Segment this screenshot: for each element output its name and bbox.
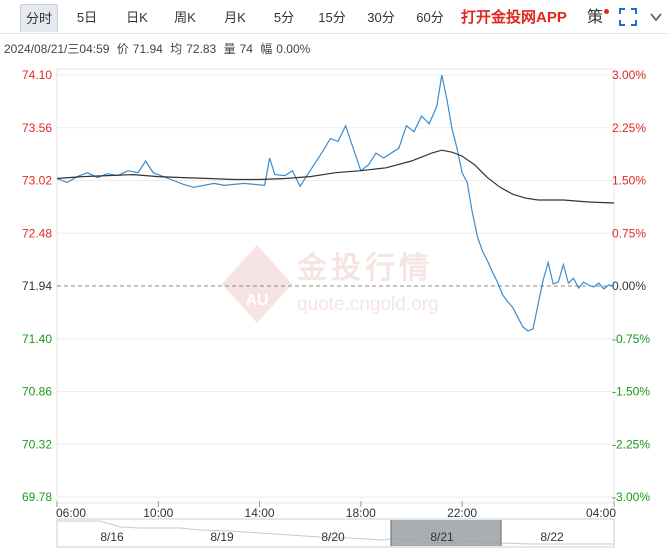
y-tick-label: 70.32 — [22, 437, 52, 451]
navigator-date-label: 8/20 — [321, 530, 345, 544]
y-pct-tick-label: 0.00% — [612, 279, 646, 293]
y-axis-left: 74.10 73.56 73.02 72.48 71.94 71.40 70.86 70.32… — [22, 68, 52, 504]
change-value: 0.00% — [276, 42, 311, 56]
open-app-link[interactable]: 打开金投网APP — [461, 9, 567, 26]
y-tick-label: 69.78 — [22, 490, 52, 504]
notification-dot — [604, 9, 610, 14]
x-tick-label: 06:00 — [56, 506, 86, 520]
intraday-price-chart[interactable]: AU 金投行情 quote.cngold.org 74.10 73.56 73.02… — [0, 60, 668, 548]
y-tick-label: 73.56 — [22, 121, 52, 135]
tab-intraday[interactable]: 分时 — [20, 4, 58, 32]
navigator-date-label: 8/19 — [210, 530, 234, 544]
change-label: 幅 — [260, 42, 273, 56]
y-pct-tick-label: 2.25% — [612, 121, 646, 135]
watermark-title: 金投行情 — [296, 251, 433, 286]
tab-5-min[interactable]: 5分 — [273, 10, 295, 25]
tab-30-min[interactable]: 30分 — [367, 10, 395, 25]
volume-value: 74 — [239, 42, 253, 56]
period-tab-bar: 分时 5日 日K 周K 月K 5分 15分 30分 60分 打开金投网APP 策 — [0, 0, 668, 34]
y-axis-right: 3.00% 2.25% 1.50% 0.75% 0.00% -0.75% -1.50% -2.… — [612, 68, 650, 504]
y-tick-label: 72.48 — [22, 226, 52, 240]
y-tick-label: 73.02 — [22, 174, 52, 188]
navigator-date-label: 8/22 — [540, 530, 564, 544]
chevron-down-icon[interactable] — [648, 9, 664, 25]
y-pct-tick-label: 0.75% — [612, 226, 646, 240]
average-value: 72.83 — [186, 42, 217, 56]
tab-weekly-k[interactable]: 周K — [174, 10, 196, 25]
x-axis: 06:00 10:00 14:00 18:00 22:00 04:00 — [56, 501, 616, 520]
y-pct-tick-label: -0.75% — [612, 332, 650, 346]
volume-label: 量 — [223, 42, 236, 56]
navigator-selection[interactable] — [391, 520, 501, 546]
y-tick-label: 74.10 — [22, 68, 52, 82]
price-value: 71.94 — [132, 42, 163, 56]
y-pct-tick-label: -1.50% — [612, 385, 650, 399]
y-pct-tick-label: 1.50% — [612, 174, 646, 188]
navigator-frame — [56, 518, 615, 548]
x-tick-label: 14:00 — [245, 506, 275, 520]
navigator-date-label: 8/16 — [100, 530, 124, 544]
tab-monthly-k[interactable]: 月K — [224, 10, 246, 25]
average-label: 均 — [170, 42, 183, 56]
fullscreen-icon[interactable] — [618, 7, 638, 27]
chart-grid — [56, 68, 615, 504]
y-tick-label: 71.94 — [22, 279, 52, 293]
y-tick-label: 70.86 — [22, 385, 52, 399]
y-pct-tick-label: -3.00% — [612, 490, 650, 504]
tab-5-day[interactable]: 5日 — [76, 10, 98, 25]
x-tick-label: 18:00 — [346, 506, 376, 520]
strategy-button[interactable]: 策 — [587, 4, 610, 32]
average-price-line — [56, 149, 615, 204]
watermark-badge: AU — [245, 292, 268, 309]
tab-60-min[interactable]: 60分 — [416, 10, 444, 25]
tab-15-min[interactable]: 15分 — [318, 10, 346, 25]
y-pct-tick-label: 3.00% — [612, 68, 646, 82]
quote-info-line: 2024/08/21/三04:59 价 71.94 均 72.83 量 74 幅 0.0… — [4, 40, 314, 56]
price-label: 价 — [116, 42, 129, 56]
watermark: AU 金投行情 quote.cngold.org — [222, 245, 439, 323]
x-tick-label: 04:00 — [586, 506, 616, 520]
plot-frame — [56, 68, 615, 504]
y-pct-tick-label: -2.25% — [612, 437, 650, 451]
x-tick-label: 22:00 — [447, 506, 477, 520]
tab-daily-k[interactable]: 日K — [126, 10, 148, 25]
quote-datetime: 2024/08/21/三04:59 — [4, 42, 110, 56]
price-line — [56, 74, 615, 332]
watermark-logo-icon — [222, 245, 292, 323]
navigator-date-label: 8/21 — [430, 530, 454, 544]
date-navigator[interactable]: 8/16 8/19 8/20 8/21 8/22 — [56, 518, 615, 548]
chart-series — [56, 74, 615, 332]
y-tick-label: 71.40 — [22, 332, 52, 346]
strategy-label: 策 — [587, 9, 604, 26]
watermark-site: quote.cngold.org — [297, 294, 439, 315]
x-tick-label: 10:00 — [143, 506, 173, 520]
